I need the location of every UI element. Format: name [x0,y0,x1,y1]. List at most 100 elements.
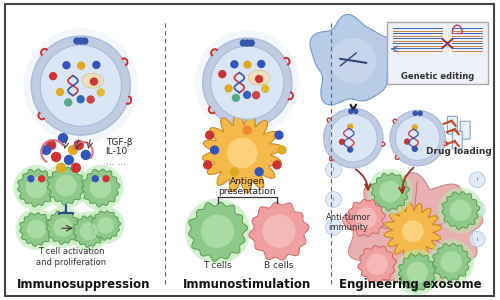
Circle shape [396,116,440,160]
Circle shape [366,254,388,275]
Circle shape [450,200,471,221]
Circle shape [210,46,284,119]
Circle shape [58,134,68,142]
Circle shape [87,206,124,244]
Polygon shape [48,167,86,205]
Circle shape [43,163,89,208]
Circle shape [69,212,108,251]
Text: i: i [476,237,478,242]
Circle shape [93,61,100,68]
Circle shape [394,250,440,295]
Circle shape [469,231,485,247]
Circle shape [402,220,423,242]
Circle shape [74,141,84,149]
Circle shape [348,147,352,152]
Circle shape [278,146,286,154]
Circle shape [438,188,484,233]
Circle shape [14,165,59,210]
Circle shape [275,131,283,139]
Polygon shape [74,216,105,247]
Circle shape [356,207,376,229]
Circle shape [90,78,98,85]
Circle shape [225,85,232,92]
Circle shape [185,199,250,264]
Circle shape [412,146,418,151]
Circle shape [56,175,76,196]
Circle shape [50,73,56,80]
FancyBboxPatch shape [448,116,458,134]
Circle shape [16,208,57,250]
Circle shape [326,162,342,178]
Circle shape [77,96,84,103]
Polygon shape [46,211,80,244]
Circle shape [56,88,64,95]
Circle shape [56,164,66,172]
Polygon shape [18,169,56,207]
Circle shape [204,161,212,169]
Text: i: i [332,167,334,172]
Circle shape [65,99,71,106]
Circle shape [404,139,409,144]
Circle shape [42,146,50,154]
Polygon shape [358,246,397,283]
Circle shape [64,155,74,164]
FancyBboxPatch shape [387,22,488,84]
Circle shape [210,146,218,154]
Text: i: i [332,225,334,230]
Circle shape [227,138,258,168]
Polygon shape [310,14,404,105]
Circle shape [349,110,353,113]
Circle shape [248,40,254,46]
Text: B cells: B cells [264,261,294,270]
Circle shape [26,177,47,198]
Polygon shape [82,169,120,207]
Circle shape [54,218,72,237]
Circle shape [255,168,263,176]
Polygon shape [91,211,120,240]
Circle shape [240,40,246,46]
Circle shape [98,89,104,96]
Polygon shape [372,173,410,211]
Circle shape [469,172,485,188]
Circle shape [348,124,352,129]
Circle shape [42,206,84,248]
Circle shape [80,222,98,240]
Circle shape [326,192,342,208]
Circle shape [244,126,251,134]
Polygon shape [20,213,54,247]
Circle shape [90,177,112,198]
Circle shape [354,110,358,113]
Circle shape [28,176,34,182]
Circle shape [256,76,262,82]
Circle shape [63,62,70,69]
Circle shape [92,176,98,182]
Polygon shape [342,173,483,283]
Circle shape [40,45,121,126]
Circle shape [206,131,214,139]
Circle shape [244,92,250,98]
Circle shape [340,140,344,144]
Text: Immunostimulation: Immunostimulation [183,278,312,291]
Circle shape [380,181,400,202]
Polygon shape [347,200,386,237]
Circle shape [418,111,422,115]
Circle shape [32,36,130,135]
Circle shape [68,146,78,154]
Circle shape [230,168,238,176]
Circle shape [74,38,80,44]
Circle shape [38,176,44,182]
Circle shape [98,217,114,234]
Text: TGF-β: TGF-β [106,138,132,147]
Circle shape [406,262,428,283]
Circle shape [262,85,268,92]
Circle shape [368,169,413,214]
FancyBboxPatch shape [460,121,470,139]
Circle shape [232,94,239,101]
Circle shape [78,38,84,44]
Polygon shape [442,192,480,230]
Polygon shape [202,113,282,193]
Circle shape [231,61,238,68]
Polygon shape [188,202,248,261]
Text: T cell activation
and proliferation: T cell activation and proliferation [36,247,106,267]
Circle shape [440,251,462,273]
